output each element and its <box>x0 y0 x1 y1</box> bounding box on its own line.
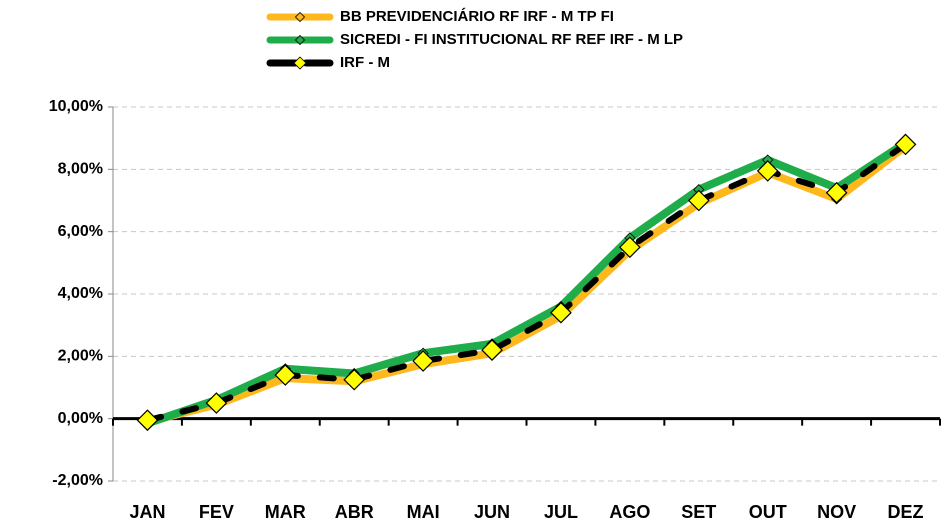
x-tick-label: JAN <box>129 502 165 522</box>
data-point <box>136 409 159 432</box>
x-tick-label: SET <box>681 502 716 522</box>
y-tick-label: -2,00% <box>52 472 103 489</box>
data-point <box>481 339 503 361</box>
legend-marker <box>293 56 307 70</box>
data-point <box>550 301 572 324</box>
y-tick-label: 8,00% <box>58 161 103 178</box>
legend-label: IRF - M <box>340 54 390 71</box>
data-point <box>825 181 848 204</box>
data-point <box>687 189 710 212</box>
data-point <box>894 133 917 156</box>
x-tick-label: MAR <box>265 502 306 522</box>
series-line <box>144 141 909 424</box>
x-tick-label: JUL <box>544 502 578 522</box>
series-line <box>143 138 910 428</box>
x-tick-label: AGO <box>609 502 650 522</box>
legend-label: BB PREVIDENCIÁRIO RF IRF - M TP FI <box>340 8 614 25</box>
legend-marker <box>294 34 306 46</box>
x-tick-label: ABR <box>335 502 374 522</box>
x-tick-label: FEV <box>199 502 234 522</box>
legend-label: SICREDI - FI INSTITUCIONAL RF REF IRF - … <box>340 31 683 48</box>
data-point <box>205 392 228 414</box>
y-tick-label: 0,00% <box>58 410 103 427</box>
y-tick-label: 4,00% <box>58 285 103 302</box>
data-point <box>274 364 297 386</box>
data-point <box>756 160 779 182</box>
x-tick-label: JUN <box>474 502 510 522</box>
series-line <box>143 141 910 426</box>
x-tick-label: NOV <box>817 502 856 522</box>
y-tick-label: 10,00% <box>49 98 103 115</box>
x-tick-label: OUT <box>749 502 787 522</box>
data-point <box>412 350 434 372</box>
legend-marker <box>294 11 306 23</box>
x-tick-label: MAI <box>407 502 440 522</box>
data-point <box>343 368 366 391</box>
y-tick-label: 6,00% <box>58 223 103 240</box>
x-tick-label: DEZ <box>888 502 924 522</box>
y-tick-label: 2,00% <box>58 348 103 365</box>
data-point <box>619 236 641 259</box>
